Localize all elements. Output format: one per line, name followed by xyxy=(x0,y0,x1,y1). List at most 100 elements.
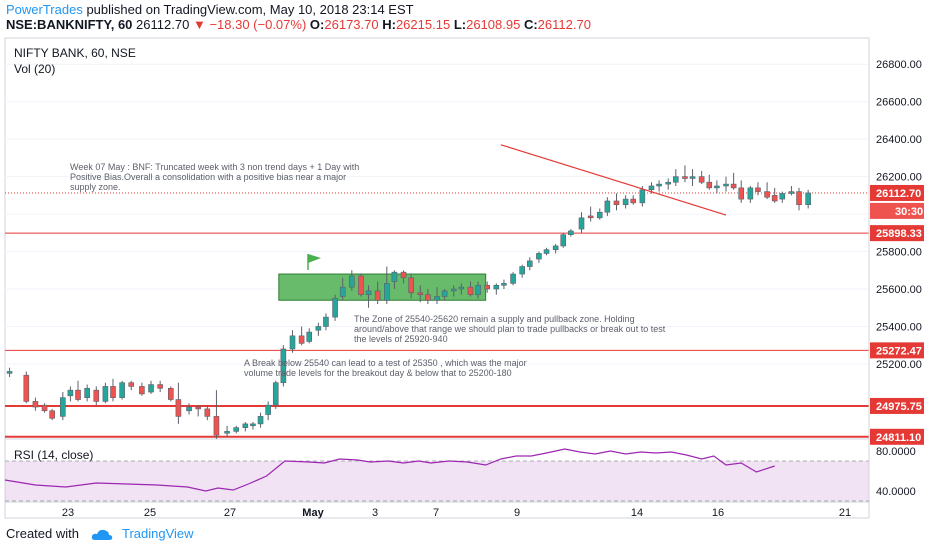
price-tag-box xyxy=(870,184,924,201)
candle-body xyxy=(417,292,424,295)
candle-body xyxy=(400,271,407,279)
price-tag: 24811.10 xyxy=(870,428,924,445)
price-tag: 25898.33 xyxy=(870,225,924,242)
candle-body xyxy=(450,288,457,292)
time-tick-label: 7 xyxy=(433,507,439,519)
time-tick-label: May xyxy=(302,507,324,519)
candle-body xyxy=(128,382,135,387)
candle-body xyxy=(332,298,338,318)
rsi-tick-label: 80.0000 xyxy=(876,446,916,458)
candle-body xyxy=(75,389,81,400)
candle-body xyxy=(175,399,182,417)
candle-body xyxy=(257,416,264,425)
levels-layer xyxy=(5,192,869,438)
price-tag-label: 24811.10 xyxy=(876,432,921,444)
break-note: A Break below 25540 can lead to a test o… xyxy=(244,358,527,378)
candle-body xyxy=(224,431,230,434)
time-tick-label: 23 xyxy=(62,507,74,519)
volume-label: Vol (20) xyxy=(14,62,55,76)
candle-body xyxy=(374,290,381,301)
candle-body xyxy=(148,384,154,393)
quote-line: NSE:BANKNIFTY, 60 26112.70 ▼ −18.30 (−0.… xyxy=(6,17,591,32)
candle-body xyxy=(233,427,240,432)
price-tag-label: 26112.70 xyxy=(876,188,921,200)
price-tag: 30:30 xyxy=(870,202,924,219)
price-tag-box xyxy=(870,342,924,359)
rsi-tick-label: 40.0000 xyxy=(876,486,916,498)
price-tag-box xyxy=(870,397,924,414)
candle-body xyxy=(280,348,287,383)
candle-body xyxy=(665,181,672,185)
candle-body xyxy=(358,275,364,295)
candle-body xyxy=(630,198,637,204)
open-label: O: xyxy=(309,17,325,32)
candle-body xyxy=(6,371,13,374)
candle-body xyxy=(204,408,211,417)
candle-body xyxy=(306,331,313,342)
candle-body xyxy=(139,386,145,395)
price-tick-label: 25600.00 xyxy=(876,284,922,296)
candle-body xyxy=(458,286,465,290)
candle-body xyxy=(60,397,66,417)
high-value: 26215.15 xyxy=(395,17,451,32)
rsi-pane xyxy=(4,448,869,502)
price-tag-box xyxy=(870,225,924,242)
last-price: 26112.70 xyxy=(136,17,190,32)
candle-body xyxy=(779,193,786,200)
candle-body xyxy=(272,382,279,406)
candle-body xyxy=(510,273,516,284)
candle-body xyxy=(771,195,778,202)
time-tick-label: 14 xyxy=(631,507,643,519)
open-value: 26173.70 xyxy=(324,17,379,32)
price-tag: 26112.70 xyxy=(870,184,924,201)
price-tag: 25272.47 xyxy=(870,342,924,359)
tradingview-cloud-icon xyxy=(91,529,112,540)
rsi-line xyxy=(4,448,775,492)
time-tick-label: 16 xyxy=(712,507,724,519)
candle-body xyxy=(648,185,655,191)
price-tick-label: 26800.00 xyxy=(876,59,922,71)
candle-body xyxy=(805,192,811,206)
rsi-band xyxy=(5,461,869,501)
price-tag-label: 24975.75 xyxy=(876,401,922,413)
time-tick-label: 21 xyxy=(839,507,851,519)
supply-zone xyxy=(278,273,487,301)
time-tick-label: 9 xyxy=(514,507,520,519)
candle-body xyxy=(796,191,802,206)
candle-body xyxy=(764,191,770,198)
candle-body xyxy=(706,181,713,189)
candle-body xyxy=(639,189,646,204)
low-label: L: xyxy=(453,17,467,32)
time-tick-label: 25 xyxy=(144,507,156,519)
candle-body xyxy=(536,253,542,260)
candle-body xyxy=(365,290,372,295)
candle-body xyxy=(788,191,795,194)
candle-body xyxy=(604,200,611,213)
flag-icon xyxy=(307,254,321,270)
candle-body xyxy=(213,416,220,436)
candle-body xyxy=(23,374,30,402)
candle-body xyxy=(689,176,696,179)
candle-body xyxy=(289,335,296,350)
candle-body xyxy=(441,290,448,297)
candle-body xyxy=(102,386,109,402)
candle-body xyxy=(391,271,398,282)
price-change: −18.30 (−0.07%) xyxy=(209,17,307,32)
candle-body xyxy=(755,187,761,192)
candles xyxy=(6,165,811,439)
price-tick-label: 25200.00 xyxy=(876,359,922,371)
candle-body xyxy=(493,284,500,290)
candle-body xyxy=(698,176,705,183)
candle-body xyxy=(119,382,125,398)
candle-body xyxy=(587,215,594,219)
tradingview-link[interactable]: TradingView xyxy=(122,526,194,541)
candle-body xyxy=(242,423,249,428)
candle-body xyxy=(467,286,474,295)
candle-body xyxy=(186,406,192,412)
candle-body xyxy=(714,185,720,189)
author-link[interactable]: PowerTrades xyxy=(6,2,83,17)
candle-body xyxy=(596,211,603,219)
price-tick-label: 26200.00 xyxy=(876,172,922,184)
candle-body xyxy=(195,406,201,410)
